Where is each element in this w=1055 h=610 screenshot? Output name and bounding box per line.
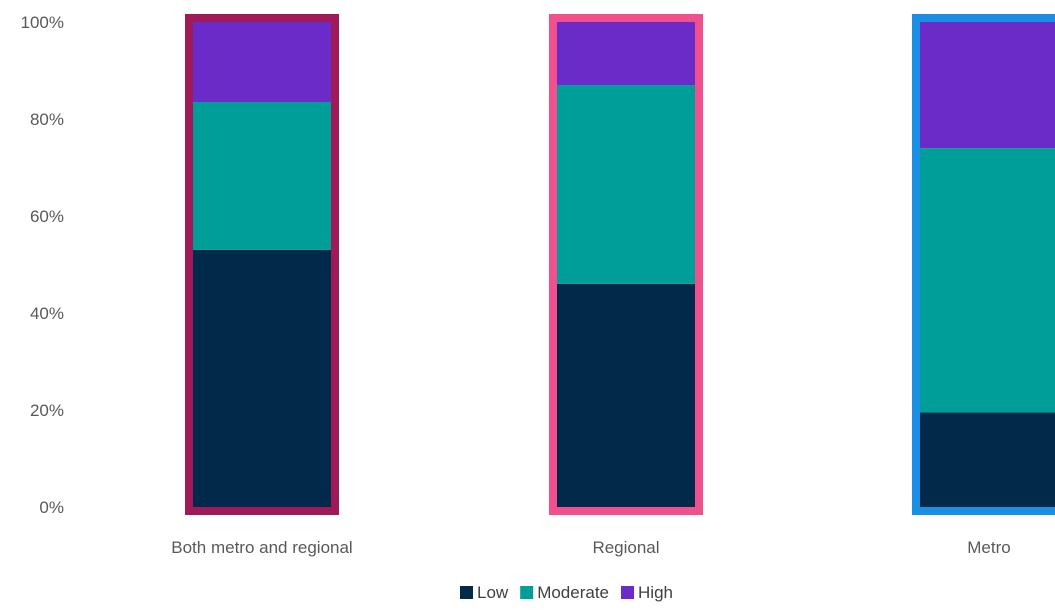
- y-tick-label: 40%: [30, 304, 64, 323]
- x-category-label: Regional: [592, 538, 659, 557]
- bar-segment-high: [920, 22, 1055, 149]
- bar-group: [912, 14, 1055, 515]
- bar-segment-moderate: [557, 85, 695, 284]
- bars: [185, 14, 1055, 515]
- bar-segment-high: [193, 22, 331, 103]
- legend: Low Moderate High: [460, 583, 673, 602]
- x-axis: Both metro and regional Regional Metro: [171, 538, 1010, 557]
- legend-item-low: Low: [460, 583, 509, 602]
- legend-swatch: [520, 586, 534, 599]
- y-tick-label: 80%: [30, 110, 64, 129]
- bar-segment-low: [920, 412, 1055, 507]
- legend-swatch: [621, 586, 635, 599]
- legend-swatch: [460, 586, 473, 599]
- legend-label: Low: [477, 583, 509, 602]
- y-tick-label: 60%: [30, 207, 64, 226]
- legend-label: Moderate: [537, 583, 609, 602]
- bar-segment-low: [557, 283, 695, 507]
- bar-outline: [912, 14, 1055, 515]
- bar-outline: [185, 14, 339, 515]
- legend-label: High: [638, 583, 673, 602]
- legend-item-moderate: Moderate: [520, 583, 609, 602]
- y-tick-label: 100%: [21, 13, 64, 32]
- legend-item-high: High: [621, 583, 673, 602]
- y-tick-label: 0%: [39, 498, 64, 517]
- bar-outline: [549, 14, 703, 515]
- x-category-label: Both metro and regional: [171, 538, 352, 557]
- bar-segment-moderate: [920, 148, 1055, 413]
- y-axis: 0% 20% 40% 60% 80% 100%: [21, 13, 64, 517]
- bar-group: [185, 14, 339, 515]
- bar-group: [549, 14, 703, 515]
- bar-segment-moderate: [193, 102, 331, 250]
- x-category-label: Metro: [967, 538, 1010, 557]
- bar-segment-low: [193, 249, 331, 507]
- bar-segment-high: [557, 22, 695, 86]
- y-tick-label: 20%: [30, 401, 64, 420]
